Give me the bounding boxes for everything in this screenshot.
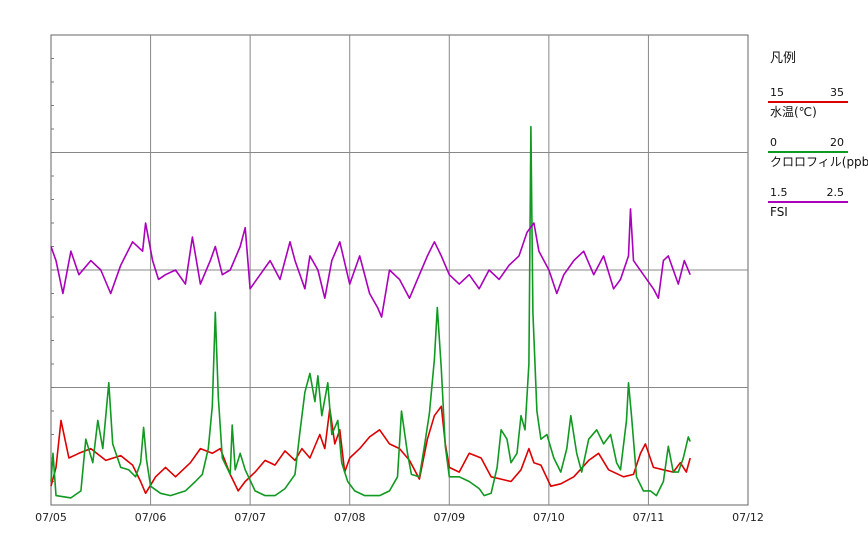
legend-range-min: 15 bbox=[770, 86, 784, 99]
x-tick-label: 07/06 bbox=[135, 511, 167, 524]
legend-range-max: 35 bbox=[830, 86, 844, 99]
legend-series-name: 水温(℃) bbox=[770, 105, 817, 119]
x-tick-label: 07/07 bbox=[234, 511, 266, 524]
series-line bbox=[50, 208, 691, 318]
x-tick-label: 07/05 bbox=[35, 511, 67, 524]
legend-series-name: FSI bbox=[770, 205, 788, 219]
legend-range-max: 20 bbox=[830, 136, 844, 149]
legend-range-max: 2.5 bbox=[827, 186, 845, 199]
x-tick-label: 07/11 bbox=[633, 511, 665, 524]
series-line bbox=[50, 405, 691, 495]
legend-title: 凡例 bbox=[770, 51, 796, 66]
x-tick-label: 07/08 bbox=[334, 511, 366, 524]
x-tick-label: 07/09 bbox=[433, 511, 465, 524]
legend: 凡例 15 35 水温(℃) 0 20 クロロフィル(ppb) 1.5 2.5 FSI bbox=[768, 51, 868, 219]
legend-series-name: クロロフィル(ppb) bbox=[770, 155, 868, 169]
x-tick-label: 07/10 bbox=[533, 511, 565, 524]
legend-range-min: 0 bbox=[770, 136, 777, 149]
grid bbox=[51, 35, 748, 505]
x-tick-label: 07/12 bbox=[732, 511, 764, 524]
series-line bbox=[50, 125, 691, 499]
x-tick-labels: 07/05 07/06 07/07 07/08 07/09 07/10 07/11 07/12 bbox=[35, 511, 764, 524]
series-layer bbox=[50, 125, 691, 499]
legend-range-min: 1.5 bbox=[770, 186, 788, 199]
